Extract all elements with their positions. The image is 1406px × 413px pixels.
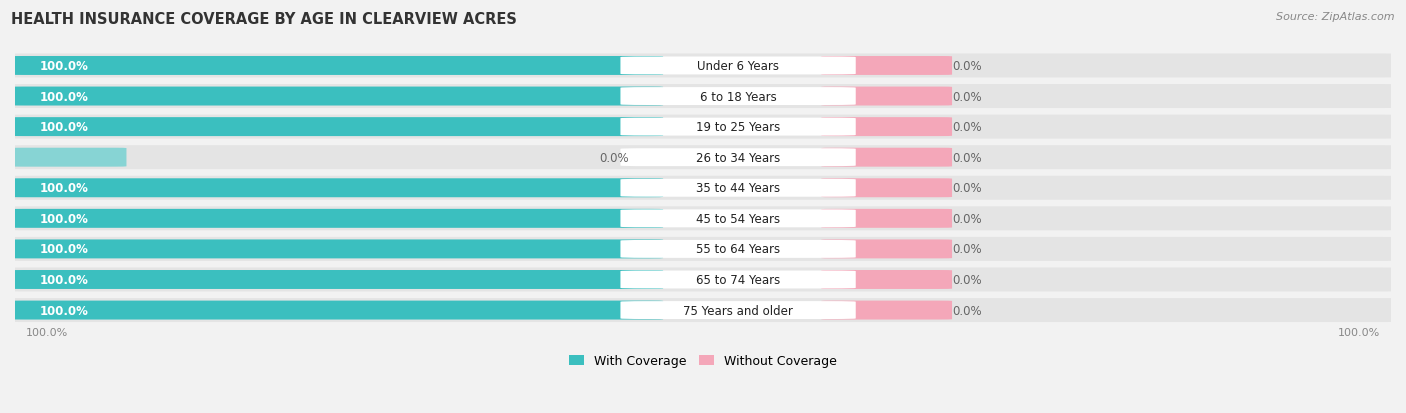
FancyBboxPatch shape (620, 179, 856, 197)
FancyBboxPatch shape (7, 268, 1399, 292)
Text: 0.0%: 0.0% (952, 151, 981, 164)
FancyBboxPatch shape (7, 176, 1399, 200)
FancyBboxPatch shape (10, 57, 664, 76)
Text: 100.0%: 100.0% (39, 90, 89, 103)
FancyBboxPatch shape (7, 298, 1399, 322)
FancyBboxPatch shape (821, 271, 952, 289)
Text: 75 Years and older: 75 Years and older (683, 304, 793, 317)
FancyBboxPatch shape (10, 179, 664, 198)
FancyBboxPatch shape (7, 146, 1399, 170)
FancyBboxPatch shape (7, 237, 1399, 261)
Text: 0.0%: 0.0% (952, 121, 981, 134)
Text: 100.0%: 100.0% (39, 243, 89, 256)
Text: 65 to 74 Years: 65 to 74 Years (696, 273, 780, 286)
FancyBboxPatch shape (821, 209, 952, 228)
Text: 0.0%: 0.0% (952, 60, 981, 73)
FancyBboxPatch shape (7, 207, 1399, 231)
Legend: With Coverage, Without Coverage: With Coverage, Without Coverage (569, 354, 837, 367)
FancyBboxPatch shape (7, 85, 1399, 109)
FancyBboxPatch shape (821, 179, 952, 198)
FancyBboxPatch shape (620, 88, 856, 106)
Text: Source: ZipAtlas.com: Source: ZipAtlas.com (1277, 12, 1395, 22)
FancyBboxPatch shape (620, 240, 856, 258)
FancyBboxPatch shape (10, 271, 664, 289)
Text: 0.0%: 0.0% (952, 304, 981, 317)
FancyBboxPatch shape (821, 57, 952, 76)
FancyBboxPatch shape (7, 115, 1399, 139)
Text: 0.0%: 0.0% (599, 151, 628, 164)
Text: 35 to 44 Years: 35 to 44 Years (696, 182, 780, 195)
Text: 100.0%: 100.0% (39, 212, 89, 225)
FancyBboxPatch shape (821, 118, 952, 137)
Text: 0.0%: 0.0% (952, 90, 981, 103)
Text: 100.0%: 100.0% (39, 304, 89, 317)
Text: 0.0%: 0.0% (952, 273, 981, 286)
FancyBboxPatch shape (10, 301, 664, 320)
FancyBboxPatch shape (620, 119, 856, 136)
FancyBboxPatch shape (620, 149, 856, 167)
FancyBboxPatch shape (620, 271, 856, 289)
FancyBboxPatch shape (10, 240, 664, 259)
Text: 100.0%: 100.0% (25, 327, 69, 337)
FancyBboxPatch shape (821, 240, 952, 259)
FancyBboxPatch shape (821, 301, 952, 320)
FancyBboxPatch shape (620, 57, 856, 75)
Text: 6 to 18 Years: 6 to 18 Years (700, 90, 776, 103)
Text: 26 to 34 Years: 26 to 34 Years (696, 151, 780, 164)
FancyBboxPatch shape (10, 88, 664, 106)
Text: 0.0%: 0.0% (952, 182, 981, 195)
FancyBboxPatch shape (821, 148, 952, 167)
Text: 45 to 54 Years: 45 to 54 Years (696, 212, 780, 225)
FancyBboxPatch shape (620, 210, 856, 228)
FancyBboxPatch shape (10, 148, 127, 167)
Text: 100.0%: 100.0% (39, 182, 89, 195)
Text: Under 6 Years: Under 6 Years (697, 60, 779, 73)
FancyBboxPatch shape (10, 118, 664, 137)
Text: 100.0%: 100.0% (1337, 327, 1381, 337)
Text: 19 to 25 Years: 19 to 25 Years (696, 121, 780, 134)
Text: 55 to 64 Years: 55 to 64 Years (696, 243, 780, 256)
Text: 100.0%: 100.0% (39, 273, 89, 286)
FancyBboxPatch shape (10, 209, 664, 228)
FancyBboxPatch shape (620, 301, 856, 319)
Text: 100.0%: 100.0% (39, 121, 89, 134)
Text: 0.0%: 0.0% (952, 212, 981, 225)
FancyBboxPatch shape (821, 88, 952, 106)
Text: 0.0%: 0.0% (952, 243, 981, 256)
Text: 100.0%: 100.0% (39, 60, 89, 73)
Text: HEALTH INSURANCE COVERAGE BY AGE IN CLEARVIEW ACRES: HEALTH INSURANCE COVERAGE BY AGE IN CLEA… (11, 12, 517, 27)
FancyBboxPatch shape (7, 55, 1399, 78)
